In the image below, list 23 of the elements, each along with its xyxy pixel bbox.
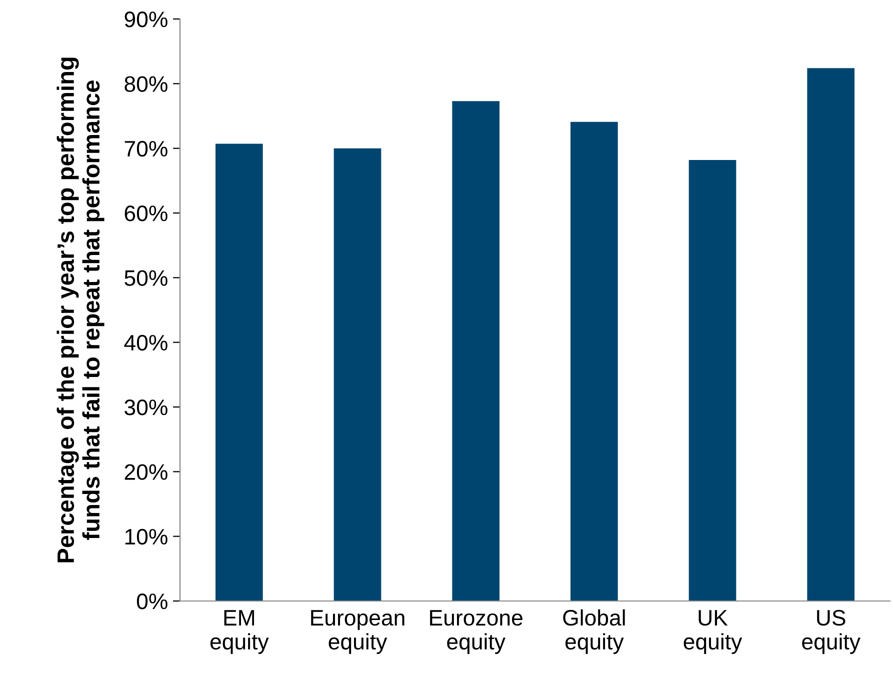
y-tick-label: 90% bbox=[124, 12, 168, 28]
y-tick-label: 0% bbox=[136, 594, 168, 610]
x-tick-label: EM equity bbox=[210, 610, 269, 654]
x-tick-label: Eurozone equity bbox=[430, 610, 522, 654]
y-axis-title: Percentage of the prior year’s top performing funds that fail to repeat that performance bbox=[56, 58, 104, 562]
x-tick-label: European equity bbox=[311, 610, 404, 654]
y-tick-label: 40% bbox=[124, 334, 168, 351]
y-tick-label: 80% bbox=[124, 76, 168, 92]
x-tick-label: Global equity bbox=[563, 609, 625, 654]
y-tick-label: 50% bbox=[124, 270, 168, 286]
x-tick-label: US equity bbox=[802, 610, 860, 654]
x-tick-label: UK equity bbox=[684, 610, 742, 654]
bar bbox=[334, 148, 382, 601]
y-tick-label: 20% bbox=[124, 464, 168, 480]
bar bbox=[807, 68, 854, 601]
y-tick-label: 60% bbox=[124, 206, 168, 222]
y-tick-label: 70% bbox=[124, 140, 168, 157]
y-tick-label: 30% bbox=[124, 400, 168, 416]
bar bbox=[688, 160, 736, 601]
bar bbox=[570, 122, 618, 601]
bar bbox=[452, 101, 500, 601]
y-tick-label: 10% bbox=[125, 528, 168, 545]
bar bbox=[216, 144, 263, 601]
